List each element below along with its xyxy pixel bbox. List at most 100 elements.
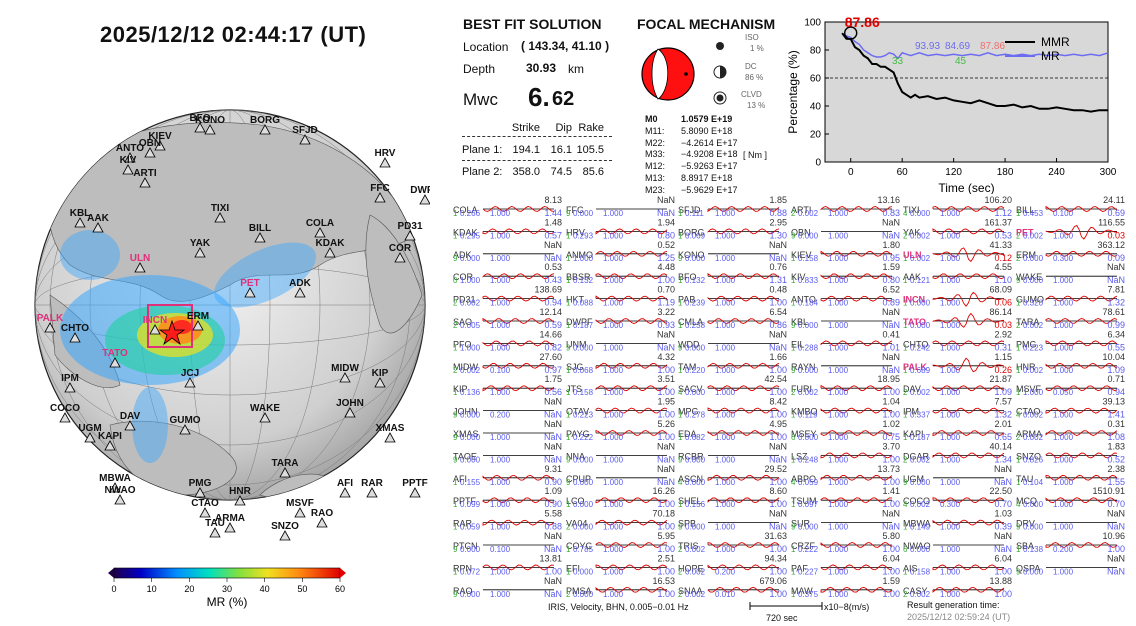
waveform-synthetic [707, 385, 780, 391]
depth-unit: km [568, 62, 584, 76]
waveform-vr: NaN [1107, 566, 1125, 576]
waveform-shift: 0.088 [573, 299, 594, 308]
waveform-weight: 1 [566, 231, 571, 240]
waveform-shift: 0.099 [460, 500, 481, 509]
waveform-weight: 1 [1016, 299, 1021, 308]
waveform-weight: 1 [903, 321, 908, 330]
peak-sub-value: 33 [892, 56, 904, 67]
waveform-amplitude: 0.53 [544, 262, 562, 272]
waveform-amplitude: 1.85 [769, 195, 787, 205]
waveform-vr: NaN [769, 253, 787, 263]
waveform-station-label: XMAS [453, 429, 479, 439]
station-label: ADK [289, 278, 311, 289]
waveform-station-label: NWAO [903, 541, 931, 551]
station-triangle-icon [299, 134, 311, 145]
result-time-value: 2025/12/12 02:59:24 (UT) [907, 612, 1011, 622]
waveform-amplitude: 1510.91 [1092, 486, 1125, 496]
waveform-panel: TARA 78.61 2 0.002 1.000 0.99 [1016, 307, 1125, 330]
waveform-station-label: COR [453, 272, 474, 282]
waveform-coef: 1.000 [940, 209, 961, 218]
moment-tensor-list: M0 1.0579 E+19 M11: 5.8090 E+18 M22: −4.2614 … [645, 114, 738, 197]
waveform-vr: NaN [657, 208, 675, 218]
waveform-panel: PAB 0.48 1 0.239 1.000 1.00 [678, 285, 787, 308]
waveform-panel: SBA 10.96 1 0.138 0.200 1.00 [1016, 531, 1125, 554]
station-triangle-icon [194, 247, 206, 258]
waveform-vr: 1.00 [657, 544, 675, 554]
waveform-station-label: COLA [453, 205, 478, 215]
waveform-synthetic [482, 519, 555, 526]
waveform-shift: 0.682 [685, 433, 706, 442]
waveform-panel: MSVF 0.71 1 1.000 0.050 0.94 [1016, 374, 1125, 397]
station-triangle-icon [339, 372, 351, 383]
waveform-amplitude: 7.81 [1107, 285, 1125, 295]
waveform-panel: EDA 4.95 1 0.682 1.000 1.00 [678, 419, 787, 442]
waveform-coef: 1.000 [828, 500, 849, 509]
waveform-synthetic [707, 497, 780, 504]
waveform-shift: 0.000 [573, 590, 594, 599]
station-label: INCN [143, 315, 167, 326]
waveform-synthetic [482, 497, 555, 504]
waveform-weight: 1 [453, 231, 458, 240]
x-tick-label: 180 [997, 167, 1014, 178]
colorbar-gradient [113, 567, 341, 579]
waveform-station-label: PTCN [453, 541, 478, 551]
waveform-station-label: PMG [1016, 339, 1037, 349]
waveform-shift: 0.222 [798, 545, 819, 554]
waveform-panel: PTCN NaN 9 0.000 0.100 NaN [453, 531, 562, 554]
waveform-amplitude: 1.41 [882, 486, 900, 496]
waveform-amplitude: 27.60 [539, 352, 562, 362]
waveform-synthetic [932, 206, 1005, 212]
waveform-panel: COLA 8.13 1 0.266 1.000 1.44 [453, 195, 562, 218]
event-datetime: 2025/12/12 02:44:17 (UT) [100, 22, 367, 47]
col-dip: Dip [555, 122, 572, 134]
waveform-synthetic [707, 586, 780, 593]
waveform-coef: 1.000 [1053, 343, 1074, 352]
waveform-panel: NWAO NaN 6 0.000 1.000 NaN [903, 531, 1012, 554]
waveform-vr: 1.30 [769, 230, 787, 240]
waveform-synthetic [595, 362, 668, 370]
waveform-station-label: SUR [791, 519, 811, 529]
waveform-vr: 1.00 [544, 566, 562, 576]
waveform-weight: 9 [453, 411, 458, 420]
peak-sub-value: 45 [955, 56, 967, 67]
waveform-synthetic [820, 273, 893, 280]
waveform-weight: 1 [678, 433, 683, 442]
waveform-shift: 0.097 [798, 500, 819, 509]
colorbar-tick-label: 10 [147, 584, 157, 594]
waveform-coef: 1.000 [1053, 411, 1074, 420]
waveform-synthetic [1045, 205, 1118, 212]
waveform-amplitude: NaN [1107, 262, 1125, 272]
station-triangle-icon [324, 247, 336, 258]
waveform-shift: 0.000 [685, 478, 706, 487]
waveform-coef: 1.000 [603, 276, 624, 285]
depth-value: 30.93 [526, 61, 557, 75]
waveform-shift: 0.293 [573, 231, 594, 240]
waveform-station-label: TAU [1016, 474, 1033, 484]
focal-title: FOCAL MECHANISM [637, 16, 776, 32]
waveform-coef: 1.000 [940, 567, 961, 576]
waveform-station-label: COYC [566, 541, 593, 551]
waveform-vr: 1.44 [544, 208, 562, 218]
waveform-station-label: PD31 [453, 295, 476, 305]
waveform-station-label: AFI [453, 474, 467, 484]
waveform-station-label: TATO [903, 317, 926, 327]
waveform-station-label: BORG [678, 227, 705, 237]
waveform-shift: 0.002 [910, 388, 931, 397]
waveform-weight: 1 [903, 567, 908, 576]
waveform-weight: 1 [1016, 366, 1021, 375]
waveform-coef: 1.000 [715, 254, 736, 263]
waveform-panel: RCBR NaN 9 0.000 1.000 NaN [678, 441, 787, 464]
waveform-panel: SNZO 1.83 1 0.826 1.000 0.52 [1016, 441, 1125, 464]
waveform-amplitude: 2.95 [769, 217, 787, 227]
waveform-station-label: TAM [678, 362, 696, 372]
moment-key: M13: [645, 172, 666, 183]
waveform-vr: 0.06 [994, 298, 1012, 308]
colorbar-tick-label: 60 [335, 584, 345, 594]
waveform-amplitude: 8.13 [544, 195, 562, 205]
waveform-shift: 0.239 [685, 299, 706, 308]
waveform-coef: 1.000 [715, 411, 736, 420]
waveform-shift: 0.158 [798, 254, 819, 263]
station-label: CHTO [61, 323, 89, 334]
waveform-amplitude: 138.69 [534, 285, 562, 295]
